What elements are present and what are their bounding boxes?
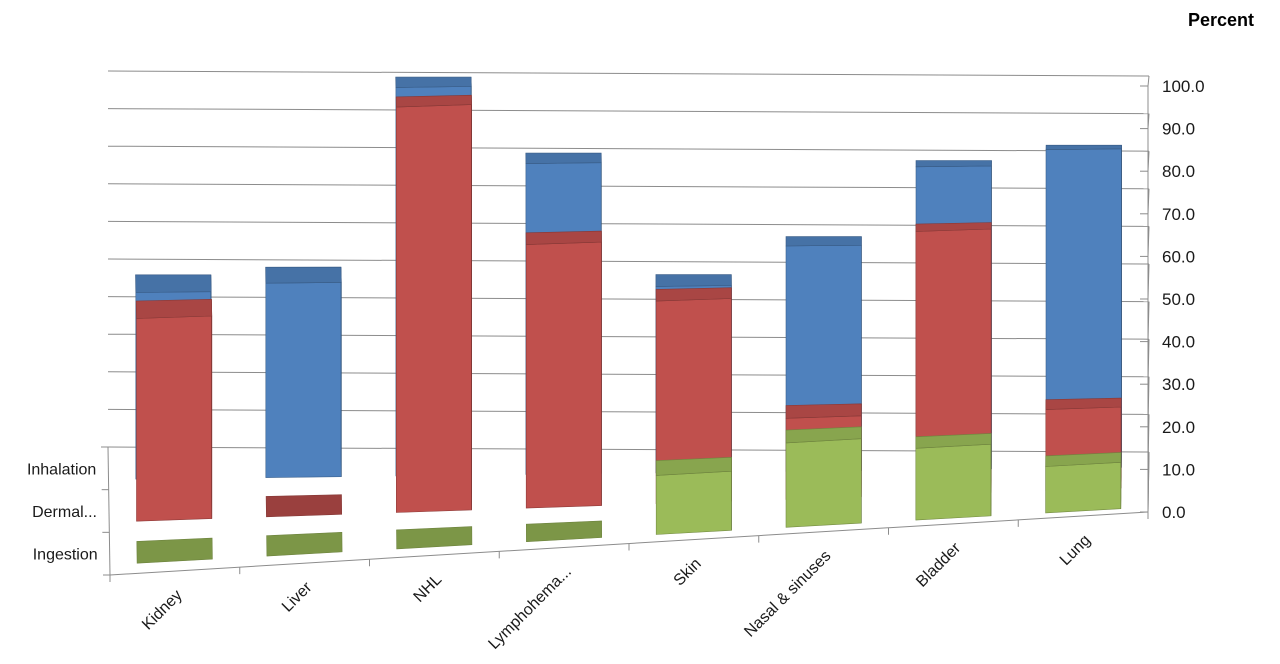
bar-top-face	[655, 287, 732, 302]
gridline	[107, 258, 1150, 265]
bar-top-face	[395, 94, 472, 108]
bar-top-face	[135, 274, 212, 293]
bar-ingestion	[1045, 452, 1122, 514]
bar-top-face	[265, 266, 342, 284]
bar-top-face	[915, 222, 992, 232]
bar-top-face	[655, 274, 732, 287]
y-tick-label: 80.0	[1162, 162, 1195, 181]
y-tick-label: 100.0	[1162, 77, 1205, 96]
gridline	[107, 333, 1150, 340]
bar-top-face	[655, 456, 732, 476]
floor-left-edge	[107, 446, 111, 576]
y-tick-label: 0.0	[1162, 503, 1186, 522]
bar-dermal	[525, 230, 602, 509]
bar-front-face	[1045, 461, 1122, 514]
gridline	[107, 220, 1150, 227]
gridline	[107, 446, 1150, 453]
bar-ingestion	[525, 520, 603, 543]
bar-flat-face	[525, 520, 603, 543]
side-gridline	[1147, 75, 1150, 87]
bar-inhalation	[265, 266, 342, 478]
bars	[135, 76, 1122, 564]
x-tick-label: Lymphohema...	[485, 563, 575, 653]
y-tick-label: 70.0	[1162, 205, 1195, 224]
x-tick-label: Liver	[279, 579, 316, 616]
bar-front-face	[265, 282, 342, 478]
bar-ingestion	[785, 426, 862, 528]
bar-ingestion	[915, 433, 992, 521]
bar-top-face	[915, 433, 992, 449]
x-tick-label: Nasal & sinuses	[741, 547, 834, 640]
axes	[101, 85, 1150, 582]
y-tick-label: 50.0	[1162, 290, 1195, 309]
bar-front-face	[136, 315, 213, 522]
x-tick-label: Bladder	[913, 539, 964, 590]
bar-front-face	[915, 443, 992, 521]
bar-flat-face	[266, 531, 343, 557]
bar-top-face	[915, 160, 992, 168]
bar-ingestion	[396, 526, 473, 550]
bar-top-face	[135, 298, 213, 319]
gridline	[107, 296, 1150, 303]
x-tick-label: Skin	[671, 555, 705, 589]
gridlines	[107, 70, 1150, 513]
bar-top-face	[785, 426, 862, 444]
gridline	[107, 145, 1150, 152]
series-label: Inhalation	[27, 461, 96, 478]
bar-flat-face	[136, 537, 213, 564]
gridline	[107, 183, 1150, 190]
x-tick-label: Kidney	[139, 587, 186, 634]
bar-front-face	[395, 104, 472, 513]
series-label: Ingestion	[33, 547, 98, 564]
bar-top-face	[1045, 397, 1122, 410]
bar-top-face	[525, 230, 602, 245]
bar-dermal	[395, 94, 472, 513]
bar-dermal	[655, 287, 732, 505]
bar-inhalation	[1045, 144, 1122, 469]
bar-top-face	[1045, 144, 1122, 151]
bar-ingestion	[655, 456, 732, 535]
bar-front-face	[525, 241, 602, 509]
bar-front-face	[655, 470, 732, 535]
y-axis-title: Percent	[1188, 10, 1254, 30]
bar-top-face	[395, 76, 472, 88]
y-tick-label: 30.0	[1162, 375, 1195, 394]
gridline	[107, 108, 1150, 115]
gridline	[107, 408, 1150, 415]
bar-top-face	[785, 403, 862, 419]
bar-ingestion	[136, 537, 213, 564]
bar-dermal	[265, 494, 343, 518]
bar-ingestion	[266, 531, 343, 557]
x-tick-label: NHL	[411, 571, 446, 606]
y-tick-label: 60.0	[1162, 247, 1195, 266]
y-tick-label: 40.0	[1162, 333, 1195, 352]
bar-flat-face	[396, 526, 473, 550]
y-tick-label: 90.0	[1162, 120, 1195, 139]
y-tick-label: 20.0	[1162, 418, 1195, 437]
gridline	[107, 371, 1150, 378]
bar-top-face	[525, 152, 602, 164]
bar-front-face	[785, 438, 862, 528]
bar-flat-face	[265, 494, 343, 518]
bar-top-face	[785, 236, 862, 247]
bar-dermal	[135, 298, 213, 522]
y-tick-label: 10.0	[1162, 460, 1195, 479]
series-label: Dermal...	[32, 504, 97, 521]
bar-top-face	[1045, 452, 1122, 467]
gridline	[107, 70, 1150, 77]
x-tick-label: Lung	[1057, 532, 1094, 569]
